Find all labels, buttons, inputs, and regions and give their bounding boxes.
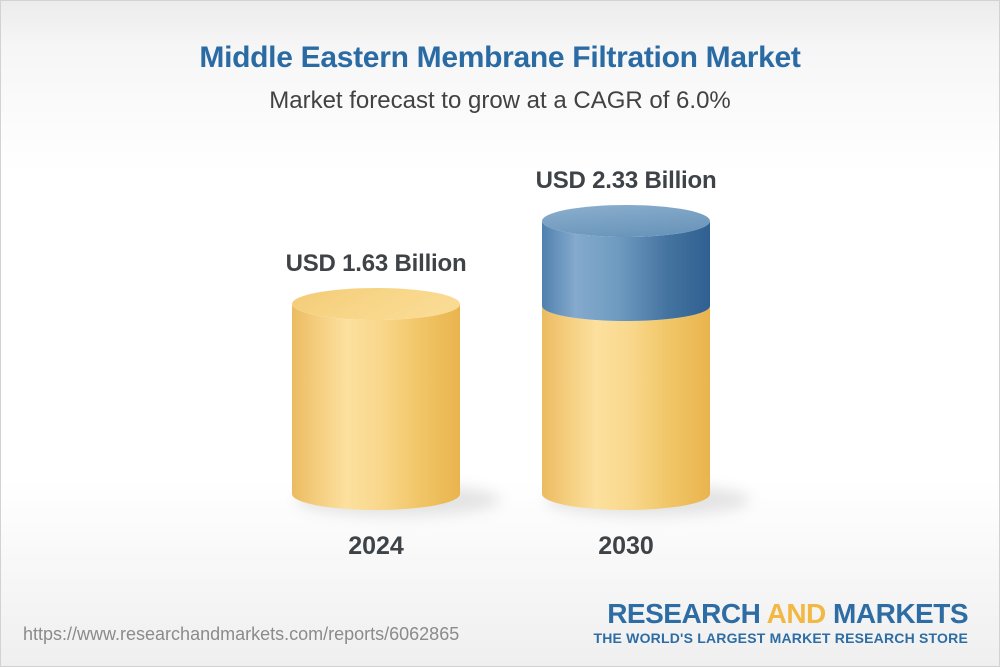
axis-label-2024: 2024 (348, 532, 404, 560)
page-subtitle: Market forecast to grow at a CAGR of 6.0… (269, 87, 731, 114)
logo-wordmark: RESEARCH AND MARKETS (593, 599, 968, 628)
cylinder-2030 (542, 205, 710, 510)
cylinder-2030-base-segment (542, 306, 710, 510)
axis-label-2030: 2030 (598, 532, 654, 560)
report-url: https://www.researchandmarkets.com/repor… (23, 624, 460, 644)
value-label-2024: USD 1.63 Billion (285, 250, 467, 277)
research-and-markets-logo: RESEARCH AND MARKETS THE WORLD'S LARGEST… (593, 599, 968, 647)
logo-word-and: AND (766, 598, 827, 629)
logo-tagline: THE WORLD'S LARGEST MARKET RESEARCH STOR… (593, 630, 968, 647)
logo-word-research: RESEARCH (607, 598, 761, 629)
page-title: Middle Eastern Membrane Filtration Marke… (199, 41, 801, 74)
cylinder-2030-growth-segment (542, 221, 710, 321)
value-label-2030: USD 2.33 Billion (535, 167, 717, 194)
cylinder-2024 (292, 288, 460, 510)
logo-word-markets: MARKETS (833, 598, 968, 629)
